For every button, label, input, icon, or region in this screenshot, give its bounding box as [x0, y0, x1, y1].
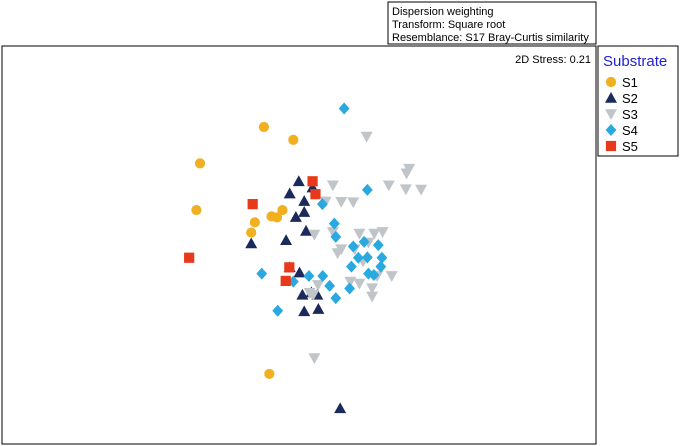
point-s5-3: [184, 252, 195, 263]
info-line-resemblance: Resemblance: S17 Bray-Curtis similarity: [392, 32, 589, 44]
point-s1-3: [191, 204, 202, 216]
point-s2-15: [296, 288, 309, 300]
point-s4-15: [317, 269, 329, 282]
legend-title: Substrate: [603, 53, 667, 70]
legend-marker-s5: [605, 140, 617, 152]
point-s4-4: [330, 230, 342, 243]
point-s3-14: [326, 227, 339, 238]
point-s3-4: [326, 180, 339, 192]
point-s3-27: [399, 184, 412, 196]
point-s4-13: [368, 268, 380, 281]
legend-marker-s3: [605, 109, 617, 120]
point-s1-7: [249, 217, 260, 228]
point-s3-26: [400, 168, 413, 180]
point-s2-5: [289, 211, 302, 222]
point-s4-8: [346, 260, 357, 273]
point-s3-19: [344, 276, 357, 288]
info-box: [387, 1, 597, 45]
point-s2-0: [292, 175, 305, 187]
legend-label-s1: S1: [622, 75, 638, 90]
point-s2-10: [293, 266, 306, 278]
point-s3-20: [353, 278, 366, 290]
point-s5-2: [247, 199, 258, 210]
info-line-transform: Transform: Square root: [392, 19, 505, 31]
legend-marker-s1: [605, 76, 617, 88]
data-points: [184, 102, 428, 414]
point-s5-0: [307, 176, 318, 187]
point-s3-16: [335, 244, 348, 256]
point-s4-6: [358, 235, 370, 248]
stress-label: 2D Stress: 0.21: [515, 54, 591, 66]
point-s3-3: [415, 184, 428, 196]
legend-marker-s4: [605, 124, 617, 136]
point-s1-9: [264, 368, 275, 380]
point-s1-1: [288, 134, 299, 145]
point-s3-11: [368, 228, 381, 240]
point-s3-25: [385, 271, 398, 282]
point-s2-4: [298, 206, 311, 217]
point-s5-5: [280, 275, 291, 287]
point-s2-1: [283, 187, 296, 199]
point-s3-0: [360, 131, 373, 143]
point-s4-22: [361, 251, 373, 264]
point-s1-0: [258, 121, 270, 133]
point-s3-24: [366, 283, 379, 295]
point-s3-28: [366, 291, 379, 303]
point-s2-13: [312, 303, 325, 314]
point-s5-1: [310, 189, 321, 200]
point-s4-10: [375, 260, 387, 273]
point-s2-14: [298, 305, 311, 317]
point-s3-23: [303, 288, 316, 299]
legend-label-s3: S3: [622, 107, 638, 122]
point-s4-17: [330, 292, 342, 305]
point-s2-6: [280, 234, 293, 245]
point-s3-6: [347, 197, 360, 209]
point-s4-1: [361, 183, 373, 196]
point-s2-16: [334, 402, 347, 414]
point-s4-5: [347, 240, 359, 253]
point-s1-4: [277, 204, 288, 216]
point-s4-9: [352, 251, 364, 264]
point-s4-20: [256, 267, 268, 280]
point-s3-12: [353, 228, 366, 240]
point-s4-21: [272, 304, 284, 317]
point-s4-3: [328, 217, 340, 230]
info-line-weighting: Dispersion weighting: [392, 6, 494, 18]
point-s4-11: [376, 251, 388, 264]
point-s4-16: [303, 269, 315, 282]
point-s4-14: [344, 282, 355, 295]
point-s4-7: [372, 239, 384, 252]
point-s3-29: [308, 353, 321, 365]
point-s3-13: [376, 227, 389, 238]
point-s1-6: [266, 211, 277, 222]
point-s3-8: [308, 229, 321, 241]
point-s1-8: [246, 227, 257, 238]
legend-label-s5: S5: [622, 139, 638, 154]
point-s4-18: [324, 279, 336, 292]
point-s2-3: [298, 195, 311, 206]
legend-label-s4: S4: [622, 123, 638, 138]
point-s3-21: [312, 280, 325, 291]
point-s2-8: [300, 224, 313, 236]
plot-frame: [1, 45, 597, 445]
point-s3-5: [335, 196, 348, 208]
point-s4-2: [316, 198, 328, 211]
point-s4-0: [338, 102, 350, 115]
point-s2-7: [245, 237, 258, 249]
point-s3-2: [382, 180, 395, 192]
legend-marker-s2: [605, 92, 617, 103]
legend-label-s2: S2: [622, 91, 638, 106]
point-s5-4: [284, 262, 295, 273]
point-s1-2: [194, 158, 206, 169]
